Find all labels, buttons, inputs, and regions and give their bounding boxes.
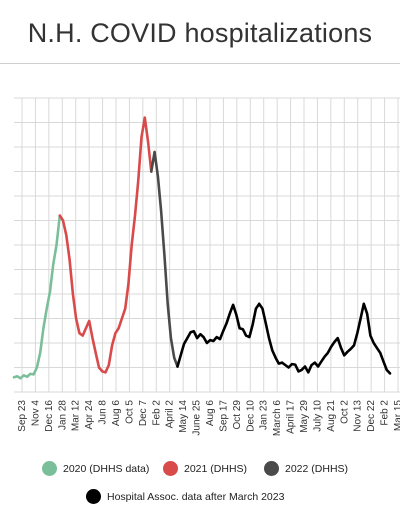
- x-tick-label: Sep 17: [218, 400, 229, 432]
- x-axis-tick-labels: Sep 23 Nov 4 Dec 16 Jan 28 Mar 12 Apr 24 Jun 8…: [17, 400, 400, 437]
- legend-2021-swatch: [163, 461, 178, 476]
- legend-2020-label: 2020 (DHHS data): [63, 462, 150, 475]
- series-line-2: [150, 150, 179, 368]
- x-tick-label: Feb 2: [151, 400, 162, 426]
- x-tick-label: Nov 13: [353, 400, 364, 432]
- chart-title: N.H. COVID hospitalizations: [27, 18, 373, 48]
- x-tick-label: Jan 28: [57, 400, 68, 430]
- legend-item-hospital: Hospital Assoc. data after March 2023: [86, 489, 284, 504]
- x-tick-label: April 2: [165, 400, 176, 429]
- x-tick-label: Oct 2: [339, 400, 350, 424]
- legend-2022-swatch: [264, 461, 279, 476]
- legend-2020-swatch: [42, 461, 57, 476]
- x-tick-label: Dec 10: [245, 400, 256, 432]
- x-tick-label: Aug 6: [205, 400, 216, 427]
- legend-hospital-label: Hospital Assoc. data after March 2023: [107, 490, 285, 503]
- x-tick-label: July 10: [312, 400, 323, 432]
- x-tick-label: May 29: [299, 400, 310, 433]
- x-tick-label: Aug 6: [111, 400, 122, 427]
- x-tick-label: Mar 15: [393, 400, 400, 432]
- series-line-0: [12, 214, 62, 380]
- x-tick-label: June 25: [192, 400, 203, 436]
- legend-hospital-swatch: [86, 489, 101, 504]
- grid-lines: [14, 97, 400, 393]
- x-tick-label: Oct 5: [124, 400, 135, 424]
- x-tick-label: Feb 2: [380, 400, 391, 426]
- x-tick-label: Jan 23: [259, 400, 270, 430]
- x-tick-label: Mar 12: [71, 400, 82, 432]
- x-tick-label: March 6: [272, 400, 283, 437]
- title-divider: [0, 63, 400, 64]
- x-tick-label: Nov 4: [30, 400, 41, 427]
- x-tick-label: Apr 24: [84, 400, 95, 430]
- series-line-1: [58, 116, 153, 374]
- x-tick-label: Dec 7: [138, 400, 149, 427]
- x-tick-label: Oct 29: [232, 400, 243, 430]
- legend-item-2021: 2021 (DHHS): [163, 461, 247, 476]
- x-tick-label: Dec 22: [366, 400, 377, 432]
- x-tick-label: April 17: [286, 400, 297, 434]
- x-tick-label: Aug 21: [326, 400, 337, 432]
- series-line-3: [176, 302, 392, 375]
- x-tick-label: Sep 23: [17, 400, 28, 432]
- x-tick-label: Dec 16: [44, 400, 55, 432]
- series-lines: [12, 116, 392, 380]
- legend-2021-label: 2021 (DHHS): [184, 462, 248, 475]
- x-tick-label: May 14: [178, 400, 189, 433]
- legend-item-2022: 2022 (DHHS): [264, 461, 348, 476]
- legend-item-2020: 2020 (DHHS data): [42, 461, 149, 476]
- x-tick-label: Jun 8: [98, 400, 109, 425]
- legend-2022-label: 2022 (DHHS): [285, 462, 349, 475]
